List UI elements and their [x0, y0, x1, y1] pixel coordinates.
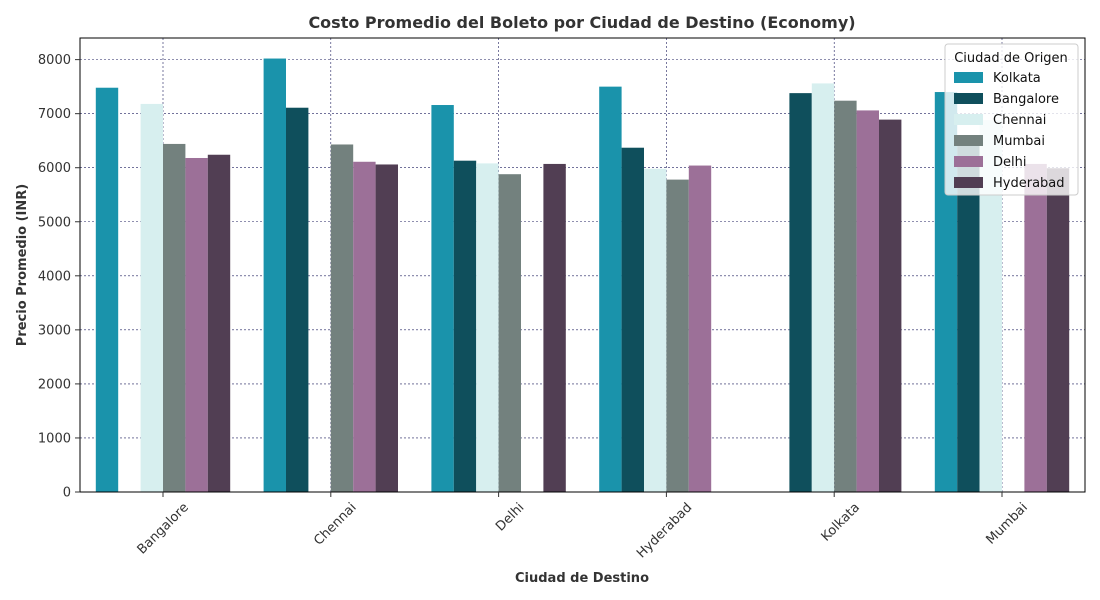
bar-bangalore-chennai — [286, 107, 309, 492]
y-tick-label: 3000 — [38, 323, 71, 338]
x-axis-ticks: Bangalore Chennai Delhi Hyderabad Kolkata Mum… — [135, 492, 1031, 561]
legend-label-bangalore: Bangalore — [993, 92, 1059, 107]
bar-mumbai-chennai — [330, 144, 354, 492]
x-axis-label: Ciudad de Destino — [515, 571, 649, 586]
bar-bangalore-mumbai — [957, 137, 980, 492]
y-tick-label: 5000 — [38, 215, 71, 230]
legend-label-kolkata: Kolkata — [993, 71, 1041, 86]
legend-swatch-hyderabad — [954, 177, 983, 188]
y-tick-label: 7000 — [38, 107, 71, 122]
bar-hyderabad-chennai — [375, 164, 398, 492]
y-tick-label: 6000 — [38, 161, 71, 176]
bars — [95, 58, 1070, 493]
legend-swatch-bangalore — [954, 93, 983, 104]
bar-bangalore-kolkata — [789, 93, 812, 492]
legend-swatch-chennai — [954, 114, 983, 125]
bar-bangalore-hyderabad — [621, 147, 644, 492]
legend-label-delhi: Delhi — [993, 155, 1026, 170]
y-tick-label: 0 — [63, 486, 71, 501]
bar-delhi-kolkata — [856, 110, 879, 492]
legend-label-mumbai: Mumbai — [993, 134, 1045, 149]
bar-hyderabad-kolkata — [879, 119, 902, 492]
legend-title: Ciudad de Origen — [954, 51, 1068, 66]
y-axis-ticks: 0 1000 2000 3000 4000 5000 6000 7000 8000 — [38, 53, 80, 501]
bar-hyderabad-delhi — [543, 163, 566, 492]
x-tick-label: Mumbai — [983, 500, 1030, 547]
plot-frame — [79, 37, 1086, 493]
bar-hyderabad-mumbai — [1046, 168, 1070, 492]
legend-swatch-kolkata — [954, 72, 983, 83]
bar-mumbai-bangalore — [163, 143, 186, 492]
y-tick-label: 1000 — [38, 431, 71, 446]
bar-mumbai-delhi — [498, 174, 521, 492]
bar-chennai-hyderabad — [644, 168, 667, 493]
chart-title: Costo Promedio del Boleto por Ciudad de … — [308, 13, 855, 32]
bar-delhi-chennai — [353, 161, 376, 492]
x-tick-label: Delhi — [493, 500, 527, 534]
y-tick-label: 2000 — [38, 377, 71, 392]
bar-delhi-mumbai — [1024, 163, 1047, 492]
bar-chennai-kolkata — [811, 83, 835, 493]
y-tick-label: 8000 — [38, 53, 71, 68]
bar-delhi-bangalore — [185, 157, 208, 492]
bar-chennai-bangalore — [140, 103, 163, 492]
legend: Ciudad de Origen Kolkata Bangalore Chennai M… — [944, 43, 1079, 196]
bar-bangalore-delhi — [453, 160, 477, 492]
bar-chennai-mumbai — [979, 120, 1002, 493]
grid — [80, 38, 1085, 492]
bar-kolkata-chennai — [263, 58, 286, 493]
bar-hyderabad-bangalore — [207, 154, 231, 492]
y-tick-label: 4000 — [38, 269, 71, 284]
bar-kolkata-hyderabad — [599, 86, 622, 493]
bar-mumbai-kolkata — [834, 100, 857, 492]
bar-kolkata-bangalore — [95, 87, 119, 492]
x-tick-label: Kolkata — [819, 500, 863, 544]
bar-kolkata-delhi — [431, 105, 454, 493]
x-tick-label: Bangalore — [135, 500, 192, 557]
bar-delhi-hyderabad — [688, 165, 712, 493]
legend-swatch-mumbai — [954, 135, 983, 146]
legend-label-hyderabad: Hyderabad — [993, 176, 1065, 191]
x-tick-label: Hyderabad — [634, 500, 695, 561]
x-tick-label: Chennai — [311, 500, 359, 548]
bar-mumbai-hyderabad — [666, 179, 689, 492]
legend-swatch-delhi — [954, 156, 983, 167]
bar-chennai-delhi — [476, 163, 499, 492]
legend-label-chennai: Chennai — [993, 113, 1046, 128]
y-axis-label: Precio Promedio (INR) — [15, 184, 30, 346]
